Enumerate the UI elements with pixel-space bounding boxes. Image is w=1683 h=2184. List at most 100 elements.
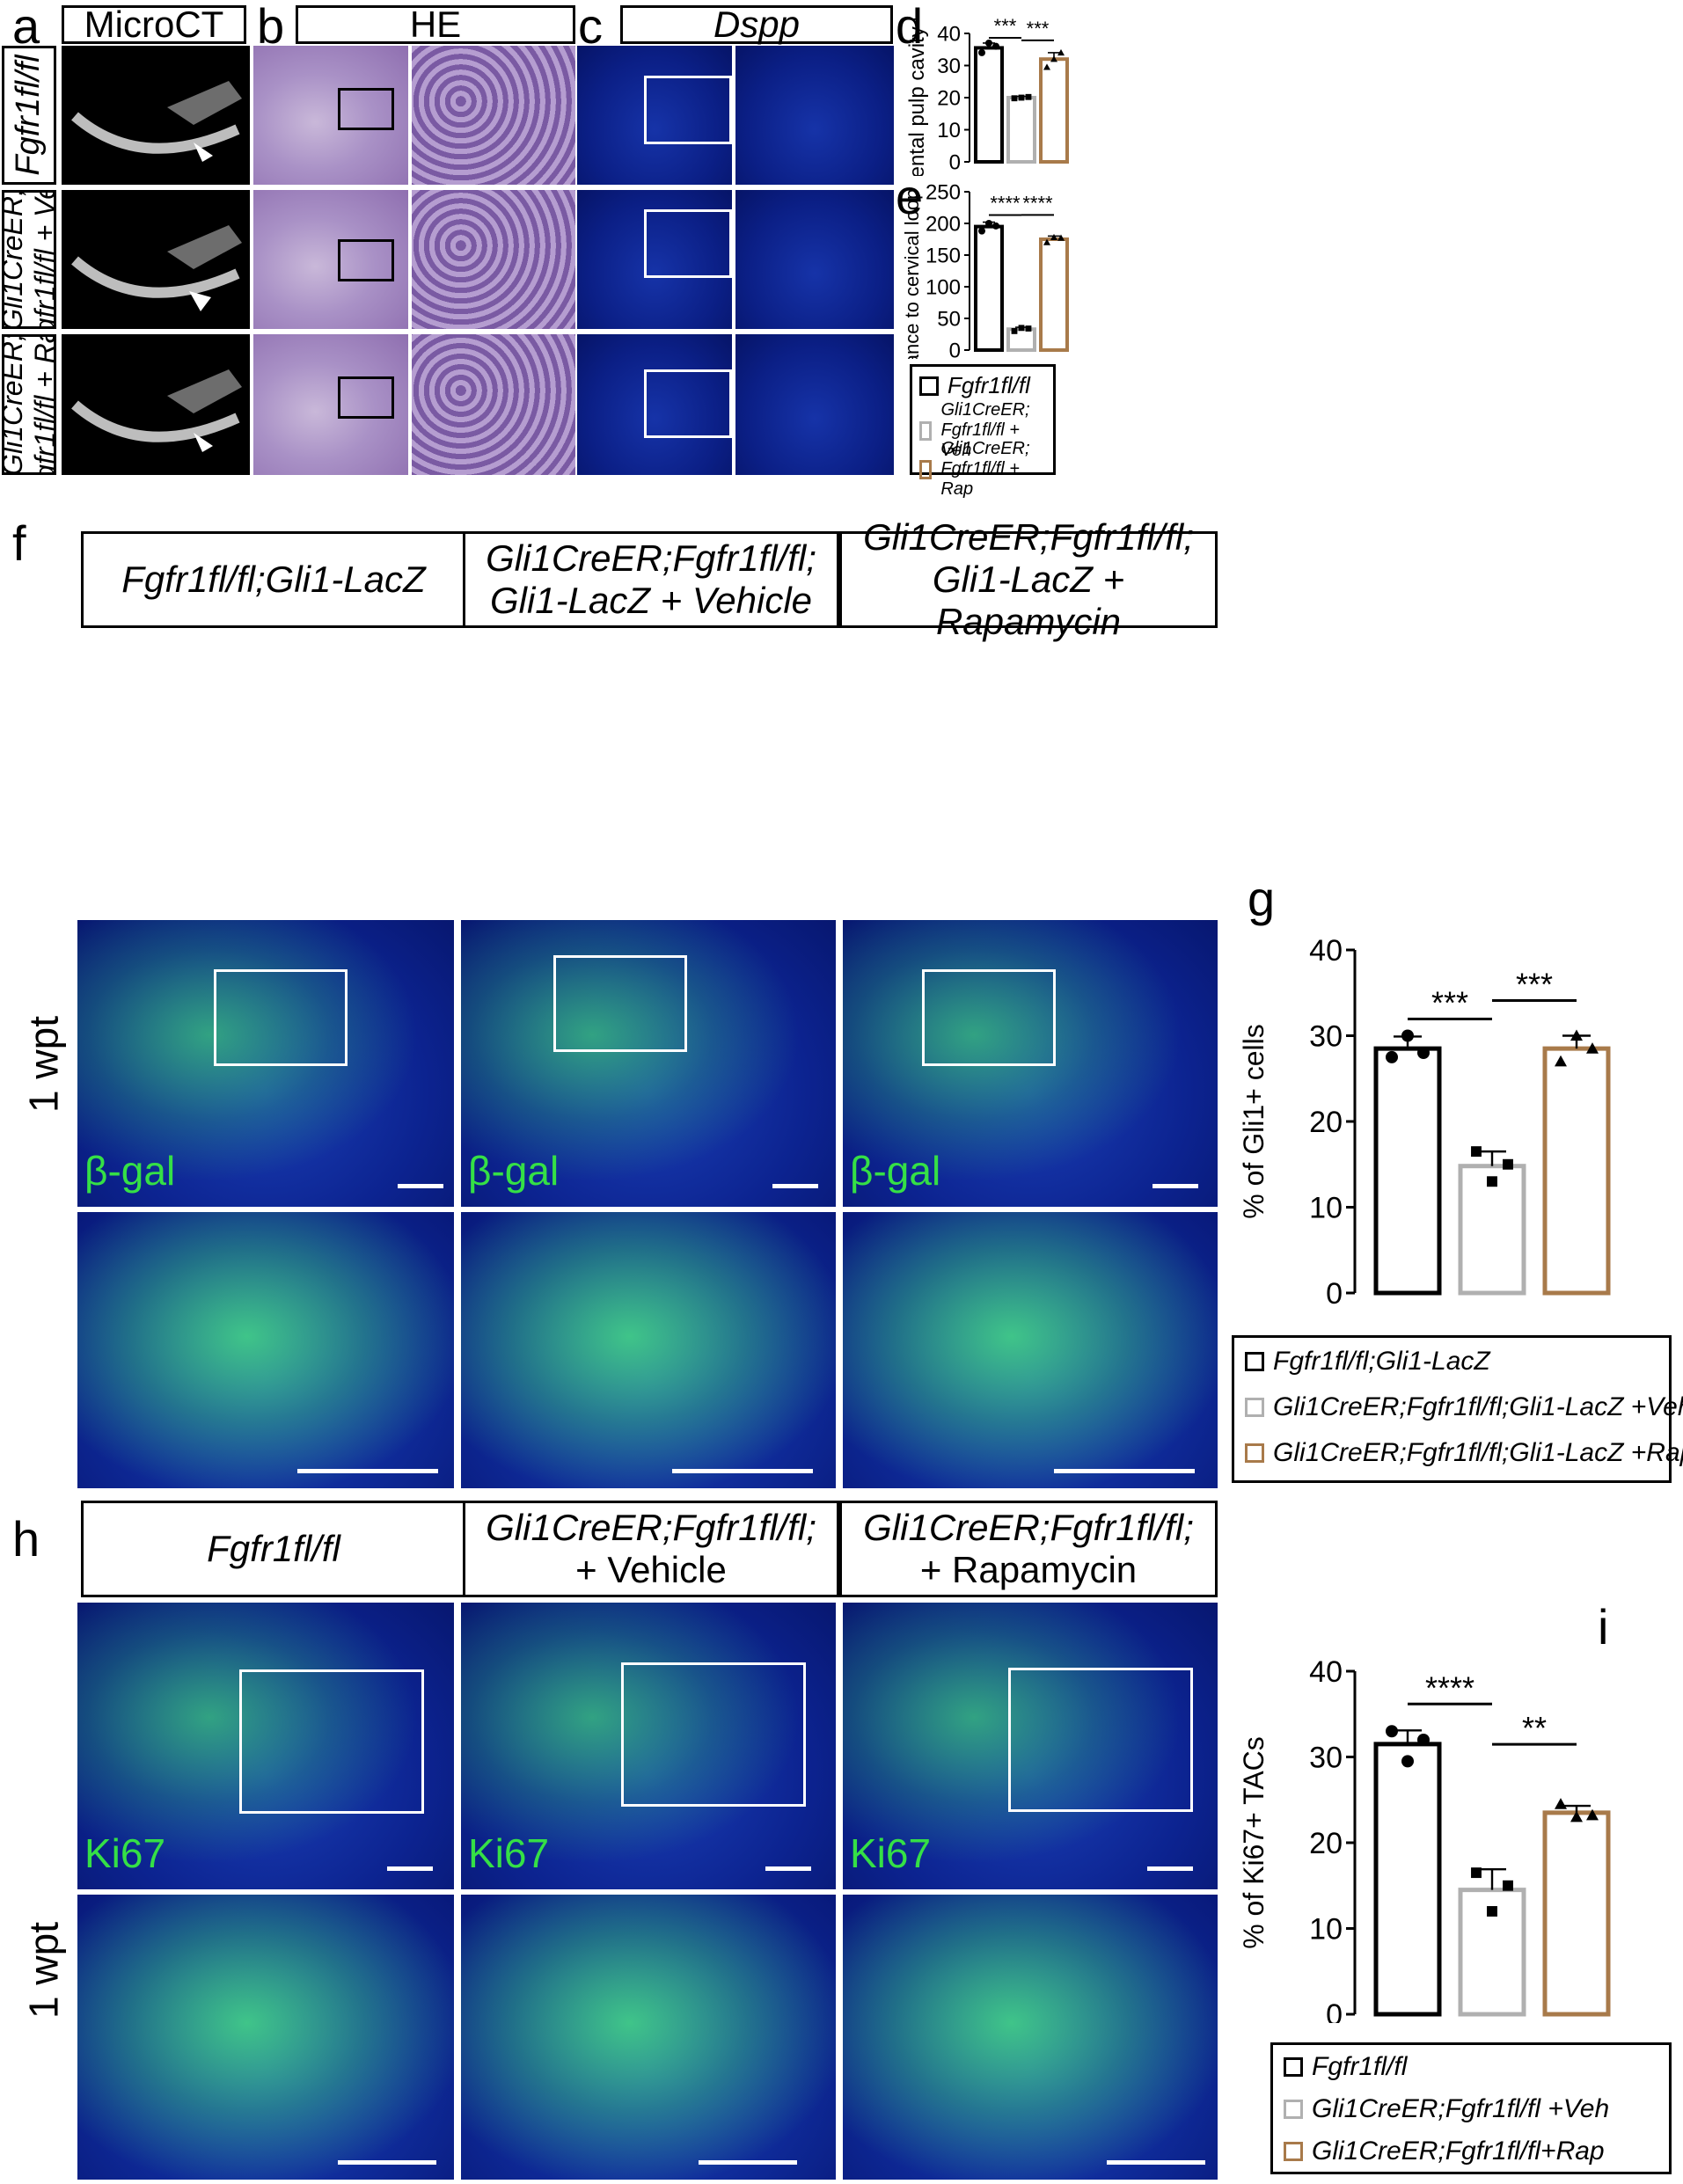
y-tick-label: 10 — [1309, 1912, 1343, 1946]
legend-item: Fgfr1fl/fl — [1284, 2052, 1407, 2082]
scale-bar — [672, 1469, 813, 1473]
y-tick-label: 10 — [937, 119, 961, 142]
significance-label: *** — [994, 18, 1017, 37]
legend-i: Fgfr1fl/fl Gli1CreER;Fgfr1fl/fl +Veh Gli… — [1270, 2042, 1672, 2174]
scale-bar — [1107, 2160, 1205, 2165]
row-label-control: Fgfr1fl/fl — [2, 46, 56, 185]
legend-item: Fgfr1fl/fl — [919, 372, 1030, 399]
channel-label: Ki67 — [850, 1830, 932, 1876]
microct-image-control — [62, 46, 250, 185]
bar — [1542, 1046, 1611, 1296]
y-tick-label: 10 — [1309, 1191, 1343, 1224]
scale-bar — [772, 1184, 818, 1188]
data-point — [985, 220, 992, 227]
data-point — [1471, 1867, 1482, 1879]
y-tick-label: 20 — [937, 86, 961, 110]
channel-label: β-gal — [84, 1148, 176, 1194]
scale-bar — [1152, 1184, 1198, 1188]
inset-box — [644, 369, 732, 438]
legend-item: Gli1CreER;Fgfr1fl/fl;Gli1-LacZ +Rap — [1245, 1438, 1683, 1468]
inset-box — [239, 1669, 424, 1814]
data-point — [1586, 1042, 1599, 1054]
panel-label-h: h — [12, 1511, 40, 1567]
legend-item: Gli1CreER; Fgfr1fl/fl + Veh — [919, 400, 1051, 461]
data-point — [1555, 1055, 1567, 1067]
data-point — [1417, 1734, 1430, 1746]
channel-label: β-gal — [468, 1148, 560, 1194]
header-f2: Gli1CreER;Fgfr1fl/fl; Gli1-LacZ + Vehicle — [463, 531, 839, 628]
significance-label: **** — [990, 193, 1021, 215]
panel-label-a: a — [12, 0, 40, 54]
y-tick-label: 20 — [1309, 1106, 1343, 1139]
y-tick-label: 150 — [926, 244, 961, 267]
he-zoom-veh — [412, 190, 575, 329]
panel-label-c: c — [578, 0, 603, 54]
he-overview-veh — [253, 190, 408, 329]
significance-label: *** — [1516, 967, 1553, 1003]
data-point — [1570, 1029, 1583, 1041]
data-point — [1503, 1158, 1513, 1170]
data-point — [1057, 48, 1065, 56]
y-axis-label: % of Ki67+ TACs — [1238, 1736, 1270, 1949]
inset-box — [553, 955, 687, 1052]
data-point — [1386, 1725, 1398, 1738]
data-point — [1386, 1050, 1398, 1063]
y-tick-label: 30 — [1309, 1019, 1343, 1053]
y-tick-label: 40 — [1309, 1655, 1343, 1689]
bar — [1373, 1742, 1442, 2017]
header-f1: Fgfr1fl/fl;Gli1-LacZ — [81, 531, 466, 628]
legend-item: Gli1CreER;Fgfr1fl/fl +Veh — [1284, 2094, 1609, 2124]
y-axis-label: Dental pulp cavity % — [905, 18, 929, 176]
inset-box — [644, 76, 732, 144]
ki67-overview-control: Ki67 — [77, 1603, 454, 1889]
header-microct: MicroCT — [62, 4, 246, 45]
y-tick-label: 0 — [949, 150, 961, 174]
legend-de: Fgfr1fl/fl Gli1CreER; Fgfr1fl/fl + Veh G… — [910, 364, 1056, 499]
row-label-veh: Gli1CreER;Fgfr1fl/fl + Veh — [2, 190, 56, 329]
row-label-rap: Gli1CreER;Fgfr1fl/fl + Rap — [2, 334, 56, 475]
y-axis-label: Distance to cervical loop (μm) — [901, 183, 923, 359]
he-overview-rap — [253, 334, 408, 475]
ki67-zoom-rap — [843, 1895, 1218, 2180]
data-point — [1018, 94, 1025, 101]
dspp-zoom-control — [735, 46, 894, 185]
bar — [1039, 57, 1069, 164]
legend-item: Gli1CreER;Fgfr1fl/fl;Gli1-LacZ +Veh — [1245, 1392, 1683, 1422]
significance-label: **** — [1425, 1669, 1474, 1706]
legend-g: Fgfr1fl/fl;Gli1-LacZ Gli1CreER;Fgfr1fl/f… — [1232, 1335, 1683, 1483]
significance-label: *** — [1431, 984, 1468, 1020]
y-tick-label: 50 — [937, 307, 961, 331]
data-point — [978, 48, 985, 56]
bar — [1373, 1046, 1442, 1296]
data-point — [1018, 325, 1025, 332]
bar — [974, 46, 1004, 164]
scale-bar — [387, 1866, 433, 1871]
bar — [1542, 1810, 1611, 2017]
panel-label-b: b — [257, 0, 285, 54]
data-point — [992, 222, 999, 230]
row-label-wpt-h: 1 wpt — [12, 1830, 76, 2111]
data-point — [1401, 1755, 1414, 1768]
header-he: HE — [296, 4, 575, 45]
data-point — [1487, 1906, 1497, 1917]
inset-box — [621, 1662, 806, 1807]
y-tick-label: 0 — [1326, 1998, 1343, 2023]
bgal-zoom-rap — [843, 1212, 1218, 1488]
bgal-overview-control: β-gal — [77, 920, 454, 1207]
channel-label: Ki67 — [84, 1830, 166, 1876]
y-tick-label: 30 — [937, 55, 961, 78]
dspp-zoom-veh — [735, 190, 894, 329]
scale-bar — [297, 1469, 438, 1473]
significance-label: *** — [1027, 18, 1050, 40]
data-point — [1503, 1880, 1513, 1891]
chart-d: 0 10 20 30 40 Dental pulp cavity % *** *** — [905, 18, 1069, 176]
data-point — [992, 42, 999, 50]
channel-label: β-gal — [850, 1148, 941, 1194]
y-tick-label: 250 — [926, 183, 961, 204]
dspp-overview-control — [577, 46, 732, 185]
data-point — [1401, 1029, 1414, 1042]
ki67-overview-veh: Ki67 — [461, 1603, 836, 1889]
data-point — [978, 227, 985, 235]
data-point — [1417, 1047, 1430, 1059]
data-point — [1487, 1176, 1497, 1187]
